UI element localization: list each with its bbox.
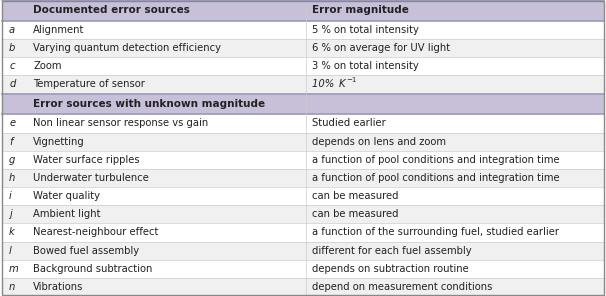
Text: k: k [9,227,15,237]
Bar [2,75,604,94]
Text: can be measured: can be measured [312,191,399,201]
Bar [2,151,604,169]
Text: b: b [9,43,16,53]
Text: d: d [9,79,16,89]
Text: Error sources with unknown magnitude: Error sources with unknown magnitude [33,99,265,109]
Text: depends on lens and zoom: depends on lens and zoom [312,137,446,147]
Text: i: i [9,191,12,201]
Text: 6 % on average for UV light: 6 % on average for UV light [312,43,450,53]
Text: Vignetting: Vignetting [33,137,85,147]
Text: K: K [339,79,345,89]
Bar [2,260,604,278]
Text: −1: −1 [347,77,357,83]
Text: a function of pool conditions and integration time: a function of pool conditions and integr… [312,173,560,183]
Bar [2,0,604,21]
Text: a: a [9,25,15,35]
Text: c: c [9,61,15,71]
Bar [2,205,604,223]
Text: h: h [9,173,16,183]
Text: Background subtraction: Background subtraction [33,264,153,274]
Text: l: l [9,246,12,256]
Bar [2,115,604,133]
Text: e: e [9,118,15,128]
Bar [2,57,604,75]
Bar [2,223,604,242]
Text: Varying quantum detection efficiency: Varying quantum detection efficiency [33,43,221,53]
Text: 3 % on total intensity: 3 % on total intensity [312,61,419,71]
Bar [2,94,604,115]
Text: depend on measurement conditions: depend on measurement conditions [312,282,493,292]
Text: can be measured: can be measured [312,209,399,219]
Bar [2,242,604,260]
Text: Ambient light: Ambient light [33,209,101,219]
Text: g: g [9,155,16,165]
Text: Bowed fuel assembly: Bowed fuel assembly [33,246,139,256]
Text: depends on subtraction routine: depends on subtraction routine [312,264,469,274]
Bar [2,169,604,187]
Text: Water quality: Water quality [33,191,101,201]
Text: Temperature of sensor: Temperature of sensor [33,79,145,89]
Text: Underwater turbulence: Underwater turbulence [33,173,149,183]
Text: Nearest-neighbour effect: Nearest-neighbour effect [33,227,159,237]
Text: Water surface ripples: Water surface ripples [33,155,140,165]
Bar [2,187,604,205]
Bar [2,278,604,296]
Text: Studied earlier: Studied earlier [312,118,386,128]
Text: a function of the surrounding fuel, studied earlier: a function of the surrounding fuel, stud… [312,227,559,237]
Text: Vibrations: Vibrations [33,282,84,292]
Text: Error magnitude: Error magnitude [312,5,409,15]
Text: 10%: 10% [312,79,338,89]
Text: j: j [9,209,12,219]
Text: Alignment: Alignment [33,25,85,35]
Text: Non linear sensor response vs gain: Non linear sensor response vs gain [33,118,208,128]
Text: f: f [9,137,13,147]
Bar [2,39,604,57]
Text: n: n [9,282,16,292]
Text: different for each fuel assembly: different for each fuel assembly [312,246,471,256]
Text: Documented error sources: Documented error sources [33,5,190,15]
Text: a function of pool conditions and integration time: a function of pool conditions and integr… [312,155,560,165]
Text: m: m [9,264,19,274]
Text: Zoom: Zoom [33,61,62,71]
Bar [2,21,604,39]
Text: 5 % on total intensity: 5 % on total intensity [312,25,419,35]
Bar [2,133,604,151]
